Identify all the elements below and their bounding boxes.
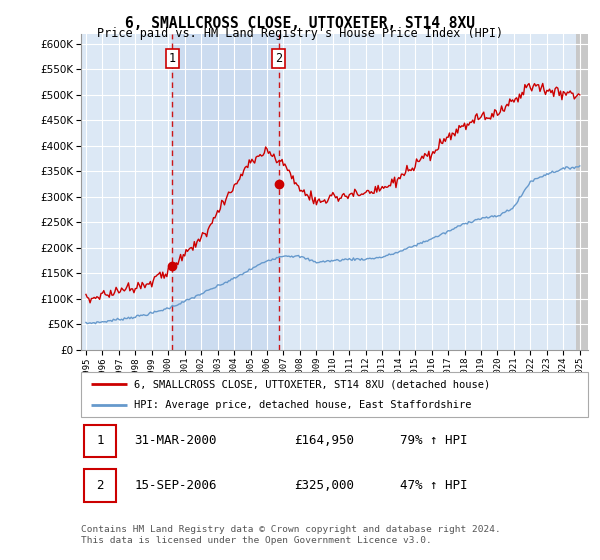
FancyBboxPatch shape <box>83 424 116 458</box>
Text: 1: 1 <box>97 435 104 447</box>
Text: 6, SMALLCROSS CLOSE, UTTOXETER, ST14 8XU: 6, SMALLCROSS CLOSE, UTTOXETER, ST14 8XU <box>125 16 475 31</box>
Text: £164,950: £164,950 <box>294 435 354 447</box>
Text: HPI: Average price, detached house, East Staffordshire: HPI: Average price, detached house, East… <box>134 400 472 410</box>
Text: 1: 1 <box>169 53 176 66</box>
Text: 31-MAR-2000: 31-MAR-2000 <box>134 435 217 447</box>
Text: 6, SMALLCROSS CLOSE, UTTOXETER, ST14 8XU (detached house): 6, SMALLCROSS CLOSE, UTTOXETER, ST14 8XU… <box>134 380 490 390</box>
Text: 2: 2 <box>275 53 282 66</box>
Text: 79% ↑ HPI: 79% ↑ HPI <box>400 435 468 447</box>
Bar <box>172 34 278 350</box>
Text: Price paid vs. HM Land Registry's House Price Index (HPI): Price paid vs. HM Land Registry's House … <box>97 27 503 40</box>
FancyBboxPatch shape <box>81 372 588 417</box>
Bar <box>575 34 588 350</box>
Text: £325,000: £325,000 <box>294 479 354 492</box>
Text: 2: 2 <box>97 479 104 492</box>
Text: Contains HM Land Registry data © Crown copyright and database right 2024.
This d: Contains HM Land Registry data © Crown c… <box>81 525 501 545</box>
Text: 15-SEP-2006: 15-SEP-2006 <box>134 479 217 492</box>
FancyBboxPatch shape <box>83 469 116 502</box>
Text: 47% ↑ HPI: 47% ↑ HPI <box>400 479 468 492</box>
